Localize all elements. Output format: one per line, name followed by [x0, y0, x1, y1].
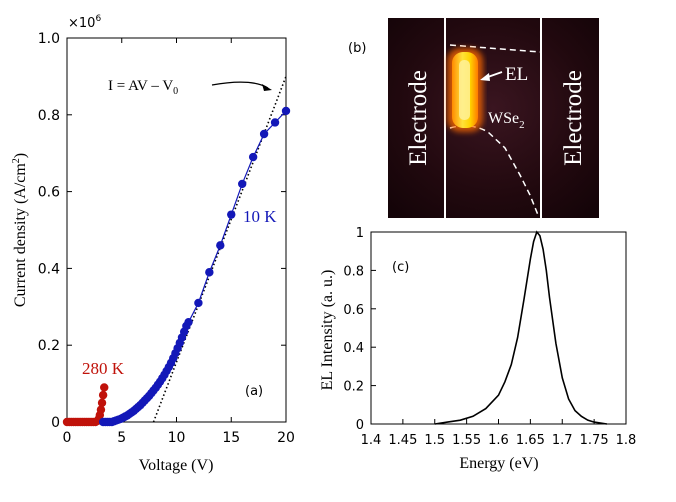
data-point [205, 268, 214, 277]
panel-c-y-tick-label: 0.6 [343, 303, 364, 318]
data-point [281, 106, 291, 116]
panel-c-tick-labels: 1.4 1.45 1.5 1.55 1.6 1.65 1.7 1.75 1.8 0 0.2 0.4 0.… [343, 226, 636, 448]
electrode-label-left: Electrode [405, 70, 432, 166]
panel-a-x-tick-label: 10 [168, 430, 186, 446]
micrograph-background [388, 18, 599, 218]
panel-a-x-tick-label: 20 [277, 430, 295, 446]
data-point [216, 241, 225, 250]
annotation-arrowhead [262, 84, 272, 91]
data-point [227, 210, 236, 219]
series-label-280k: 280 K [82, 359, 125, 378]
electrode-label-right: Electrode [560, 70, 587, 166]
panel-a-ylabel: Current density (A/cm2) [11, 153, 29, 307]
panel-a-y-tick-label: 0.2 [38, 338, 60, 354]
data-point [270, 118, 280, 127]
panel-c-y-tick-label: 0 [356, 418, 364, 433]
panel-a-y-tick-label: 0.6 [38, 185, 60, 201]
panel-c-x-tick-label: 1.8 [616, 433, 637, 448]
panel-c-x-tick-label: 1.45 [388, 433, 417, 448]
annotation-equation: I = AV – V0 [108, 78, 178, 97]
panel-a-y-tick-label: 1.0 [38, 31, 60, 47]
panel-c: 1.4 1.45 1.5 1.55 1.6 1.65 1.7 1.75 1.8 0 0.2 0.4 0.… [319, 226, 636, 472]
panel-c-xlabel: Energy (eV) [459, 455, 538, 472]
series-line-1 [103, 110, 287, 423]
data-point [97, 398, 107, 407]
panel-c-x-tick-label: 1.65 [516, 433, 545, 448]
panel-a-y-tick-label: 0.8 [38, 108, 60, 124]
data-point [238, 179, 247, 189]
data-point [96, 405, 106, 414]
panel-a-label: (a) [245, 384, 263, 399]
panel-a-x-tick-label: 0 [63, 430, 72, 446]
panel-c-y-tick-label: 0.8 [343, 264, 364, 279]
panel-a-data-points [62, 106, 291, 427]
panel-a-y-tick-label: 0.4 [38, 261, 60, 277]
panel-c-label: (c) [392, 260, 409, 275]
panel-c-ticks [370, 231, 627, 425]
panel-c-x-tick-label: 1.75 [580, 433, 609, 448]
panel-c-x-tick-label: 1.55 [452, 433, 481, 448]
panel-c-x-tick-label: 1.6 [488, 433, 509, 448]
panel-c-ylabel: EL Intensity (a. u.) [319, 270, 336, 391]
flake-outline-top [449, 44, 541, 53]
el-label: EL [505, 64, 528, 85]
el-emission-spot [447, 48, 483, 132]
panel-a-x-tick-label: 15 [222, 430, 240, 446]
data-point [194, 298, 203, 308]
panel-a-x-tick-label: 5 [117, 430, 126, 446]
el-pointer-arrowhead [480, 73, 490, 81]
el-spectrum-curve [434, 230, 608, 425]
panel-c-y-tick-label: 0.2 [343, 380, 364, 395]
data-point [100, 383, 109, 392]
panel-a-multiplier: ×106 [68, 14, 101, 31]
data-point [248, 152, 258, 162]
series-label-10k: 10 K [243, 207, 277, 226]
data-point [184, 317, 193, 327]
panel-a-ticks [66, 37, 287, 423]
panel-c-x-tick-label: 1.5 [424, 433, 445, 448]
panel-c-y-tick-label: 0.4 [343, 341, 364, 356]
panel-a-tick-labels: 0 5 10 15 20 0 0.2 0.4 0.6 0.8 1.0 [38, 31, 295, 446]
panel-a-xlabel: Voltage (V) [139, 457, 214, 474]
panel-c-x-tick-label: 1.7 [552, 433, 573, 448]
panel-b: EL WSe2 Electrode Electrode (b) [348, 18, 599, 218]
panel-c-x-tick-label: 1.4 [361, 433, 382, 448]
annotation-arrow [211, 81, 269, 89]
flake-outline-bottom [449, 125, 539, 216]
wse2-label: WSe2 [488, 110, 525, 131]
data-point [98, 390, 108, 400]
data-point [259, 129, 269, 139]
panel-c-y-tick-label: 1 [356, 226, 364, 241]
panel-a-y-tick-label: 0 [51, 415, 60, 431]
panel-b-label: (b) [348, 41, 366, 56]
panel-a: 0 5 10 15 20 0 0.2 0.4 0.6 0.8 1.0 ×106 Voltage (V… [11, 14, 295, 474]
